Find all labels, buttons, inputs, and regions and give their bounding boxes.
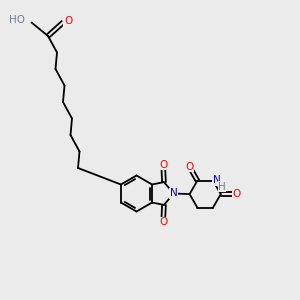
Text: N: N	[170, 188, 178, 199]
Text: N: N	[213, 175, 220, 185]
Text: O: O	[159, 217, 167, 227]
Text: O: O	[64, 16, 72, 26]
Text: O: O	[233, 189, 241, 199]
Text: H: H	[218, 182, 226, 192]
Text: O: O	[185, 162, 194, 172]
Text: O: O	[159, 160, 167, 170]
Text: HO: HO	[9, 15, 25, 26]
